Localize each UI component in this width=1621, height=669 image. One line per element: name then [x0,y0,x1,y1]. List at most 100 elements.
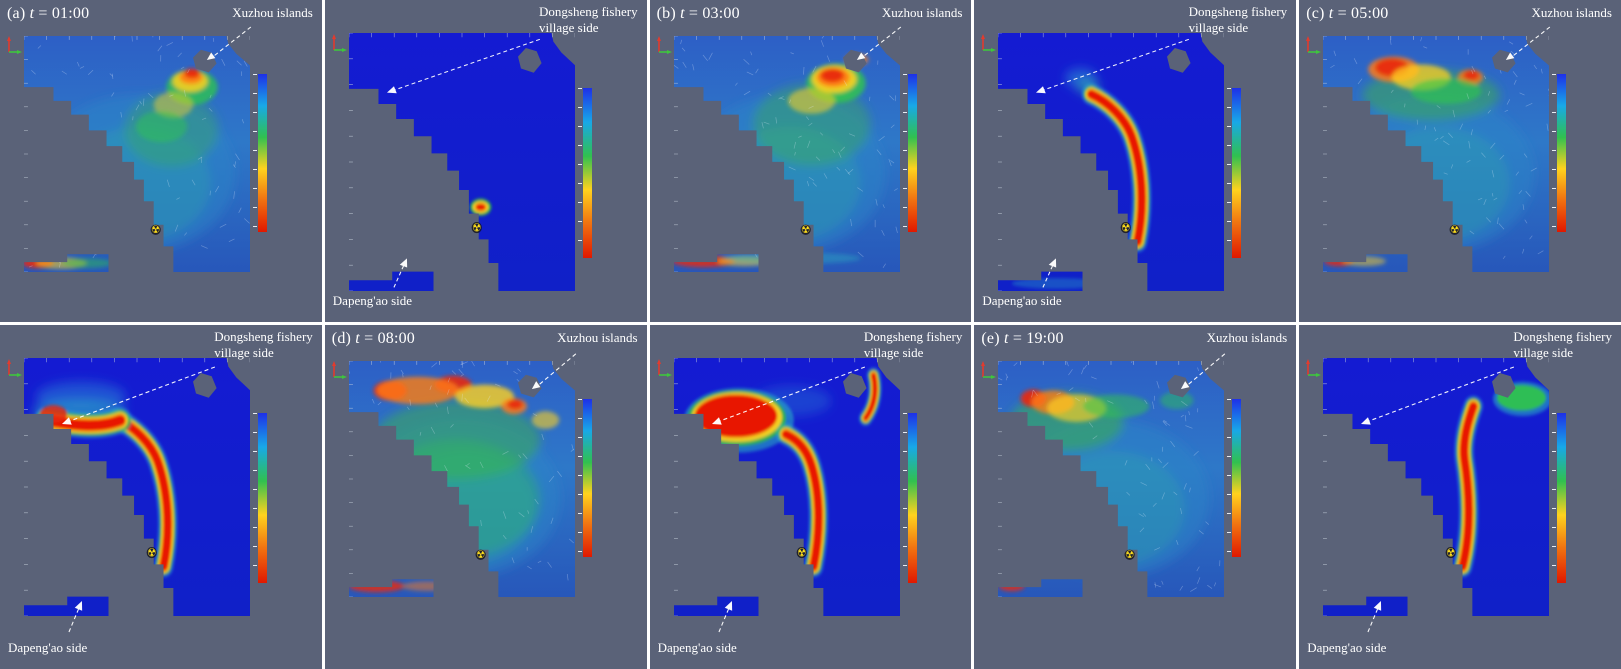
time-variable: t [1003,330,1009,347]
xuzhou-island-shape [1167,374,1191,398]
svg-text:☢: ☢ [151,225,160,236]
concentration-colorbar [1227,88,1242,258]
panel-letter: (c) [1306,5,1325,22]
land-mask [348,88,499,291]
equals-sign: = [688,5,699,22]
panel-time-label: (d) t = 08:00 [332,330,415,348]
land-mask [348,412,499,597]
equals-sign: = [364,330,374,347]
plume-map-wrap: ☢ [348,33,575,291]
colorbar-ticks [1227,399,1232,557]
velocity-map: ☢ [673,36,900,272]
corner-land [226,358,250,391]
svg-text:☢: ☢ [1125,550,1134,561]
dongsheng-label-line1: Dongsheng fishery [539,4,638,19]
radiation-source-icon: ☢ [796,546,807,560]
dongsheng-label-line2: village side [1513,345,1573,361]
svg-text:☢: ☢ [1450,225,1459,236]
panel-time-label: (a) t = 01:00 [7,5,89,23]
corner-land [1525,358,1550,391]
panel-time-label: (c) t = 05:00 [1306,5,1388,23]
xuzhou-island-shape [517,374,542,398]
plume-map-wrap: ☢ [998,33,1225,291]
time-value: 05:00 [1351,5,1389,22]
current-vector-streaks [28,36,250,268]
orientation-axes-icon [1306,36,1322,54]
dapeng-label: Dapeng'ao side [8,639,88,655]
radiation-source-icon: ☢ [475,549,486,561]
velocity-map: ☢ [348,361,575,597]
dongsheng-label: Dongsheng fishery village side [214,329,313,362]
land-mask [673,87,823,272]
radiation-source-icon: ☢ [800,224,811,236]
orientation-axes-icon [331,361,347,379]
orientation-axes-icon [331,34,347,52]
velocity-map: ☢ [1323,36,1550,272]
svg-text:☢: ☢ [797,547,806,560]
radiation-source-icon: ☢ [150,224,161,236]
panel-time-label: (e) t = 19:00 [981,330,1063,348]
radiation-source-icon: ☢ [471,221,482,235]
axis-ticks [998,33,1225,291]
plume-map-wrap: ☢ [1323,358,1550,616]
time-variable: t [1328,5,1334,22]
velocity-map-wrap: ☢ [673,36,900,272]
dapeng-label: Dapeng'ao side [982,292,1062,308]
concentration-colorbar [902,413,917,583]
concentration-panel: ☢ Dongsheng fishery village side Dapeng'… [974,0,1297,322]
velocity-panel: ☢ (a) t = 01:00 Xuzhou islands [0,0,322,322]
colorbar-ticks [1227,88,1232,258]
land-mask [998,412,1148,597]
concentration-panel: ☢ Dongsheng fishery village side Dapeng'… [324,0,647,322]
corner-land [1200,33,1225,66]
colorbar-ticks [253,74,257,232]
land-mask [673,413,823,616]
corner-land [876,358,900,391]
xuzhou-islands-label: Xuzhou islands [232,5,313,20]
svg-text:☢: ☢ [472,222,481,235]
svg-text:☢: ☢ [1122,222,1131,235]
concentration-colorbar [577,88,592,258]
current-vector-streaks [1330,37,1550,260]
velocity-map-wrap: ☢ [1323,36,1550,272]
current-vector-streaks [998,361,1221,592]
time-variable: t [355,330,360,347]
plume-map: ☢ [24,358,250,616]
equals-sign: = [1337,5,1347,22]
xuzhou-islands-label: Xuzhou islands [881,5,963,20]
orientation-axes-icon [981,361,997,379]
radiation-source-icon: ☢ [1449,224,1460,236]
dapeng-label: Dapeng'ao side [1307,639,1387,655]
svg-text:☢: ☢ [801,225,810,236]
velocity-map: ☢ [998,361,1225,597]
velocity-panel: ☢ (d) t = 08:00 Xuzhou islands [324,325,647,669]
dapeng-label: Dapeng'ao side [657,639,737,655]
land-mask [1323,413,1473,616]
dongsheng-label-line1: Dongsheng fishery [1188,4,1288,19]
plume-map: ☢ [998,33,1225,291]
dongsheng-label: Dongsheng fishery village side [864,329,963,362]
velocity-hotspots [348,375,560,593]
time-value: 08:00 [377,330,416,347]
plume-map: ☢ [348,33,575,291]
plume-map: ☢ [1323,358,1550,616]
panel-letter: (e) [981,330,1000,347]
svg-text:☢: ☢ [147,547,156,560]
corner-land [551,33,575,66]
time-variable: t [29,5,35,22]
colorbar-ticks [253,413,257,583]
colorbar-ticks [902,413,907,583]
xuzhou-islands-label: Xuzhou islands [1531,5,1612,20]
velocity-map-wrap: ☢ [348,361,575,597]
plume [469,198,492,216]
velocity-panel: ☢ (e) t = 19:00 Xuzhou islands [974,325,1297,669]
axis-ticks [673,358,900,616]
velocity-colorbar [902,74,917,232]
svg-text:☢: ☢ [1446,547,1455,560]
axis-ticks [348,33,575,291]
velocity-map-wrap: ☢ [24,36,250,272]
time-variable: t [680,5,685,22]
colorbar-ticks [577,399,582,557]
concentration-colorbar [1552,413,1567,583]
